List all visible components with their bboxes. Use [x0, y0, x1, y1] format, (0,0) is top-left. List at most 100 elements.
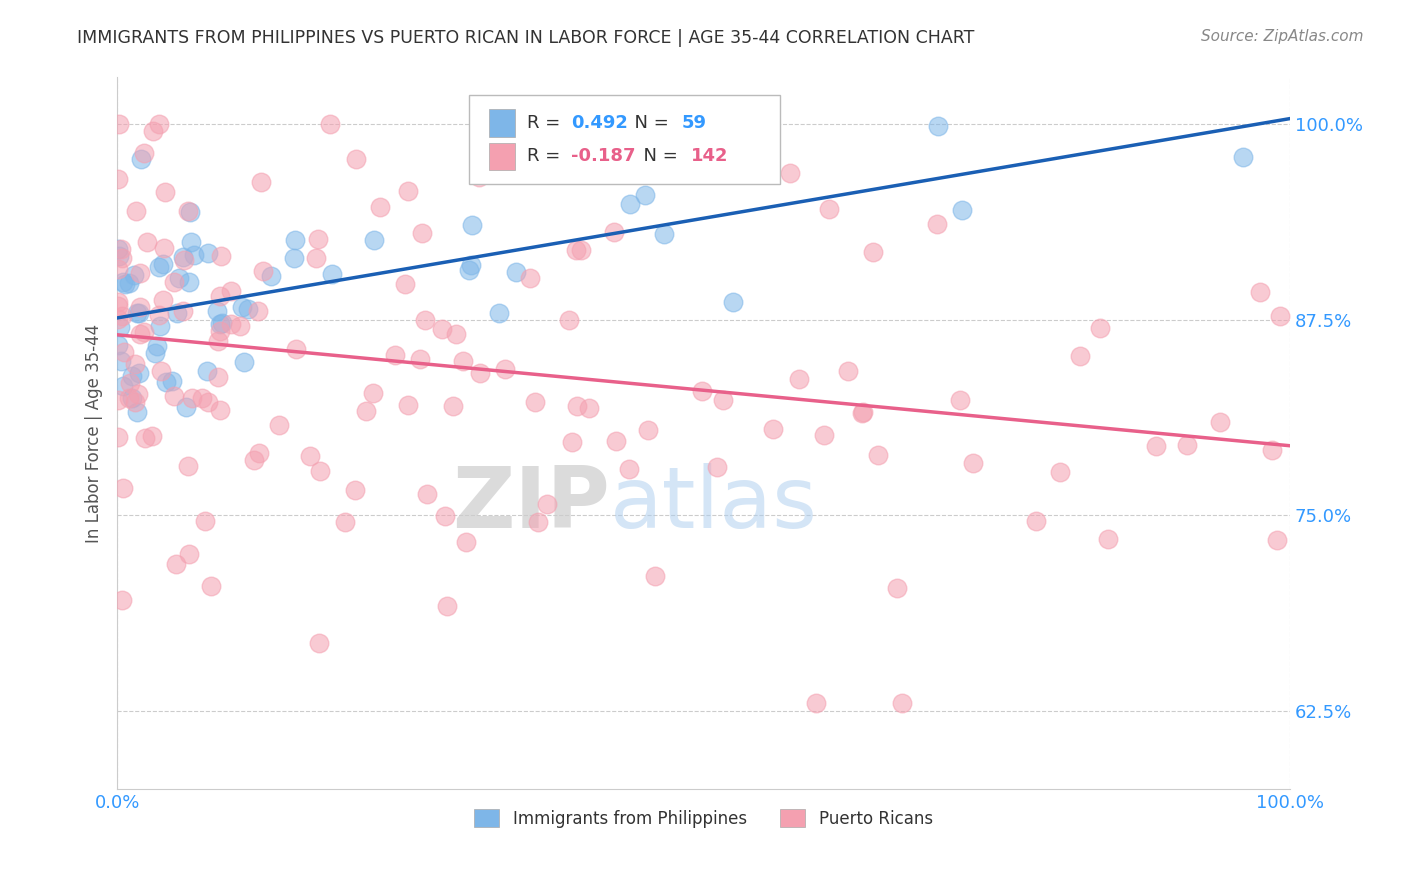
- Point: [890, 697, 912, 711]
- Point: [538, 117, 561, 131]
- Point: [153, 185, 176, 199]
- Point: [219, 285, 242, 299]
- Point: [122, 268, 145, 282]
- Point: [107, 262, 129, 277]
- Point: [107, 429, 129, 443]
- Point: [153, 241, 176, 255]
- Point: [155, 376, 177, 390]
- Point: [121, 368, 143, 383]
- Point: [461, 218, 484, 232]
- Point: [107, 338, 129, 352]
- Point: [142, 124, 165, 138]
- Point: [219, 317, 242, 331]
- Point: [434, 508, 457, 523]
- Point: [176, 458, 198, 473]
- Point: [124, 357, 146, 371]
- Point: [519, 270, 541, 285]
- Point: [1268, 309, 1291, 323]
- Point: [107, 299, 129, 313]
- Text: N =: N =: [633, 147, 683, 165]
- Point: [284, 233, 307, 247]
- Point: [152, 257, 174, 271]
- Point: [354, 404, 377, 418]
- Point: [458, 262, 481, 277]
- Point: [605, 434, 627, 448]
- Text: N =: N =: [623, 114, 675, 132]
- Point: [333, 516, 356, 530]
- Point: [107, 294, 129, 309]
- Point: [124, 395, 146, 409]
- Point: [396, 184, 419, 198]
- Point: [232, 355, 254, 369]
- Point: [567, 399, 589, 413]
- Point: [721, 295, 744, 310]
- Point: [238, 302, 260, 317]
- Point: [617, 462, 640, 476]
- Point: [1144, 439, 1167, 453]
- Point: [779, 166, 801, 180]
- Point: [267, 418, 290, 433]
- Point: [209, 249, 232, 263]
- Point: [886, 581, 908, 595]
- Point: [148, 260, 170, 274]
- Point: [384, 348, 406, 362]
- Point: [837, 364, 859, 378]
- Point: [107, 242, 129, 256]
- Point: [242, 453, 264, 467]
- Point: [460, 258, 482, 272]
- Point: [692, 159, 714, 173]
- Point: [578, 401, 600, 415]
- Point: [409, 351, 432, 366]
- Point: [172, 303, 194, 318]
- Point: [494, 361, 516, 376]
- Point: [1069, 349, 1091, 363]
- Point: [172, 250, 194, 264]
- Point: [308, 636, 330, 650]
- Point: [636, 163, 658, 178]
- Point: [1097, 533, 1119, 547]
- Point: [129, 326, 152, 341]
- Point: [195, 364, 218, 378]
- Point: [194, 514, 217, 528]
- Point: [569, 244, 592, 258]
- Point: [177, 548, 200, 562]
- Point: [817, 202, 839, 217]
- Point: [852, 405, 875, 419]
- Point: [136, 235, 159, 249]
- Point: [211, 316, 233, 330]
- Point: [180, 235, 202, 249]
- Point: [804, 696, 827, 710]
- Point: [862, 245, 884, 260]
- Point: [1249, 285, 1271, 300]
- Point: [197, 245, 219, 260]
- Point: [110, 354, 132, 368]
- Point: [228, 318, 250, 333]
- Point: [561, 434, 583, 449]
- Point: [160, 374, 183, 388]
- Point: [191, 391, 214, 405]
- Point: [112, 379, 135, 393]
- Point: [247, 446, 270, 460]
- Point: [111, 592, 134, 607]
- Point: [787, 371, 810, 385]
- Point: [118, 392, 141, 406]
- Point: [174, 400, 197, 414]
- Point: [949, 393, 972, 408]
- Point: [305, 251, 328, 265]
- Text: -0.187: -0.187: [571, 147, 636, 165]
- Point: [536, 497, 558, 511]
- Point: [634, 188, 657, 202]
- Point: [950, 203, 973, 218]
- Point: [962, 456, 984, 470]
- Point: [1261, 442, 1284, 457]
- Point: [713, 393, 735, 408]
- Point: [146, 339, 169, 353]
- Point: [690, 384, 713, 398]
- Point: [177, 204, 200, 219]
- Point: [468, 366, 491, 380]
- Point: [1232, 150, 1254, 164]
- Y-axis label: In Labor Force | Age 35-44: In Labor Force | Age 35-44: [86, 324, 103, 543]
- Point: [396, 398, 419, 412]
- Point: [180, 391, 202, 405]
- Point: [143, 345, 166, 359]
